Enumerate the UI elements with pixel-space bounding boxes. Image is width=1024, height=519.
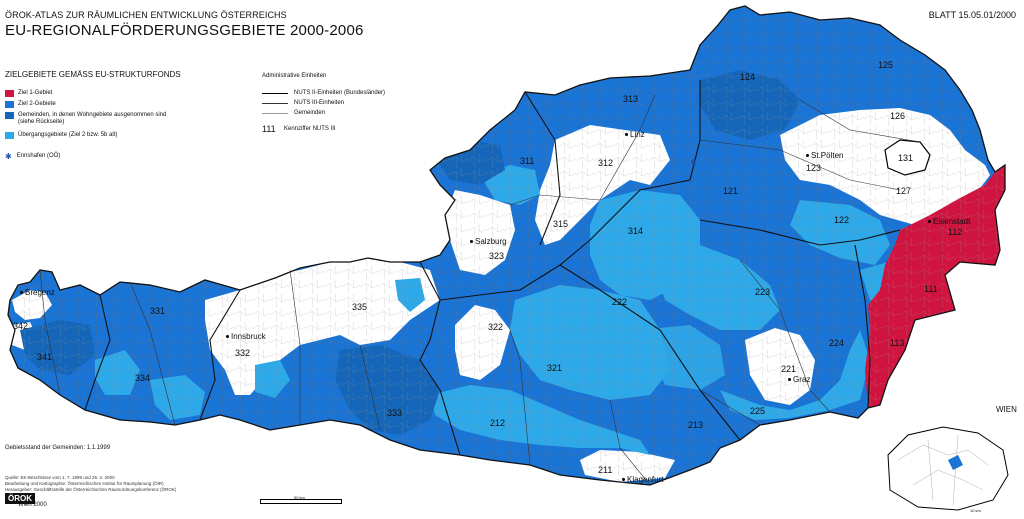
nuts3-label: 323 [489,251,505,261]
inset-scale-label: 10 km [970,508,981,513]
city-dot [928,220,931,224]
legend-item-exempt: Gemeinden, in denen Wohngebiete ausgenom… [5,112,166,126]
nuts3-code-sample: 111 [262,124,276,134]
nuts3-label: 341 [37,352,53,362]
scale-bar [260,499,342,504]
legend-swatch [5,132,14,139]
publication-place: Wien 2000 [18,502,47,508]
legend-item-ziel2: Ziel 2-Gebiete [5,101,56,108]
inset-title: WIEN [996,405,1017,414]
nuts3-label: 315 [553,219,569,229]
nuts3-label: 131 [898,153,914,163]
nuts3-label: 113 [890,338,905,348]
star-icon: ✱ [5,152,12,161]
city-label: Eisenstadt [928,217,970,226]
city-label: Innsbruck [226,332,266,341]
admin-legend-nuts2: NUTS II-Einheiten (Bundesländer) [262,90,385,96]
admin-legend-nuts3: NUTS III-Einheiten [262,100,344,106]
sheet-number: BLATT 15.05.01/2000 [928,10,1016,20]
city-label: Bregenz [20,288,55,297]
source-line: Herausgeber: Geschäftsstelle der Österre… [5,487,177,492]
nuts3-label: 322 [488,322,504,332]
city-dot [625,133,628,137]
nuts3-label: 332 [235,348,251,358]
nuts3-label: 121 [723,186,739,196]
nuts3-label: 112 [948,227,963,237]
city-label: Linz [625,130,645,139]
nuts3-label: 342 [13,321,29,331]
nuts3-label: 314 [628,226,644,236]
nuts3-label: 213 [688,420,704,430]
city-label: Klagenfurt [622,475,663,484]
nuts3-label: 124 [740,72,756,82]
map-title: EU-REGIONALFÖRDERUNGSGEBIETE 2000-2006 [5,22,364,39]
source-line: Bearbeitung und Kartographie: Österreich… [5,481,164,486]
city-dot [806,154,809,158]
city-label: Graz [788,375,810,384]
vienna-inset-map [887,426,1009,511]
city-label: Salzburg [470,237,507,246]
city-label: St.Pölten [806,151,843,160]
svg-text:✱: ✱ [690,158,697,167]
data-status: Gebietsstand der Gemeinden: 1.1.1999 [5,445,111,451]
scale-label: 50 km [294,495,305,500]
legend-item-ennshafen: ✱ Ennshafen (OÖ) [5,152,61,161]
nuts3-label: 335 [352,302,368,312]
legend-item-transition: Übergangsgebiete (Ziel 2 bzw. 5b alt) [5,132,117,139]
nuts3-label: 331 [150,306,166,316]
legend-swatch [5,90,14,97]
city-dot [20,291,23,295]
legend-heading: ZIELGEBIETE GEMÄSS EU-STRUKTURFONDS [5,70,181,79]
admin-legend-gemeinden: Gemeinden [262,110,325,116]
nuts3-label: 334 [135,373,151,383]
nuts3-label: 312 [598,158,614,168]
nuts3-label: 122 [834,215,850,225]
admin-legend-heading: Administrative Einheiten [262,73,327,79]
nuts3-label: 224 [829,338,845,348]
nuts3-label: 222 [612,297,628,307]
nuts3-label: 313 [623,94,639,104]
city-dot [622,478,625,482]
nuts3-label: 125 [878,60,894,70]
source-line: Quelle: EK-Beschlüsse vom 1. 7. 1999 und… [5,475,115,480]
nuts3-label: 212 [490,418,506,428]
city-dot [788,378,791,382]
legend-item-ziel1: Ziel 1-Gebiet [5,90,52,97]
nuts3-label: 211 [598,465,613,475]
nuts3-label: 225 [750,406,766,416]
nuts3-label: 111 [924,284,938,294]
city-dot [226,335,229,339]
oerok-logo: ÖROK [5,493,35,504]
nuts3-label: 123 [806,163,822,173]
city-dot [470,240,473,244]
nuts3-label: 311 [520,156,535,166]
nuts3-label: 321 [547,363,563,373]
atlas-supertitle: ÖROK-ATLAS ZUR RÄUMLICHEN ENTWICKLUNG ÖS… [5,10,287,20]
nuts3-label: 223 [755,287,771,297]
nuts3-label: 333 [387,408,403,418]
nuts3-label: 126 [890,111,906,121]
nuts3-code-label: Kennziffer NUTS III [284,126,336,132]
legend-swatch [5,112,14,119]
nuts3-label: 221 [781,364,797,374]
legend-swatch [5,101,14,108]
nuts3-label: 127 [896,186,912,196]
